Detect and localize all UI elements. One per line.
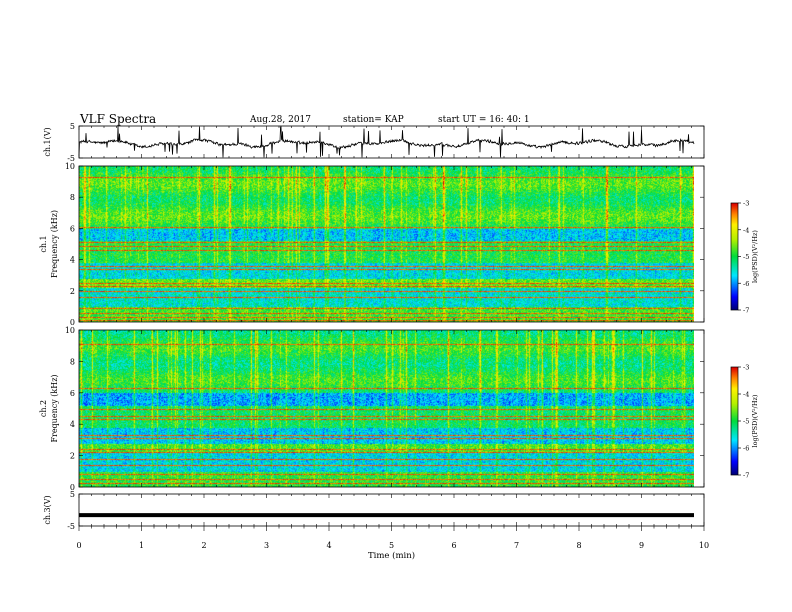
x-tick-label: 5 [389,541,394,550]
ch2-colorbar-tick-label: -7 [743,472,749,480]
ch1-colorbar-tick-label: -6 [743,280,749,288]
ch3-waveform-frame [78,493,705,527]
x-tick-label: 0 [76,541,81,550]
x-tick-label: 1 [139,541,144,550]
x-tick-label: 6 [451,541,456,550]
ch2-spectrogram-ytick-label: 2 [70,452,75,461]
ch2-spectrogram-ytick-label: 4 [70,420,75,429]
ch1-spectrogram-image [79,166,694,322]
ch1-waveform-ytick-label: 5 [70,122,75,131]
ch1-spectrogram-ylabel-top: ch.1 [39,235,48,252]
ch2-colorbar-tick-label: -6 [743,445,749,453]
chart-title: VLF Spectra [80,112,157,126]
ch1-spectrogram-ytick-label: 10 [65,162,75,171]
ch1-colorbar-label: log(PSD)(V²/Hz) [751,230,759,283]
ch1-spectrogram-ytick-label: 8 [70,193,75,202]
chart-start-time: start UT = 16: 40: 1 [438,115,530,125]
ch2-colorbar-label: log(PSD)(V²/Hz) [751,394,759,447]
x-tick-label: 4 [326,541,331,550]
ch1-colorbar-tick-label: -4 [743,226,749,234]
ch1-waveform-trace [78,126,695,158]
ch1-waveform-ytick-label: -5 [67,154,75,163]
ch2-colorbar-tick-label: -5 [743,418,749,426]
ch2-colorbar-tick-label: -3 [743,364,749,372]
x-tick-label: 8 [576,541,581,550]
ch1-spectrogram-ylabel: Frequency (kHz) [50,210,59,278]
ch1-spectrogram-ytick-label: 6 [70,224,75,233]
ch2-spectrogram-image [79,330,694,487]
ch2-spectrogram-ylabel-top: ch.2 [39,400,48,417]
x-tick-label: 3 [264,541,269,550]
ch3-waveform-ytick-label: 5 [70,490,75,499]
ch3-waveform-ytick-label: -5 [67,522,75,531]
ch2-spectrogram-ytick-label: 6 [70,389,75,398]
x-tick-label: 10 [699,541,709,550]
ch1-colorbar-tick-label: -5 [743,253,749,261]
ch2-spectrogram-ytick-label: 0 [70,483,75,492]
ch2-spectrogram-ytick-label: 10 [65,326,75,335]
ch2-spectrogram-ytick-label: 8 [70,357,75,366]
ch2-spectrogram-ylabel: Frequency (kHz) [50,374,59,442]
ch3-waveform-ylabel: ch.3(V) [43,495,52,524]
ch1-colorbar-gradient [731,203,738,310]
chart-station: station= KAP [343,115,404,125]
x-tick-label: 7 [514,541,519,550]
x-tick-label: 2 [201,541,206,550]
ch1-spectrogram-ytick-label: 2 [70,287,75,296]
ch2-colorbar-tick-label: -4 [743,391,749,399]
ch1-colorbar-tick-label: -3 [743,200,749,208]
ch1-colorbar-tick-label: -7 [743,307,749,315]
ch1-waveform-ylabel: ch.1(V) [43,127,52,156]
ch1-spectrogram-ytick-label: 4 [70,256,75,265]
ch2-colorbar-gradient [731,367,738,475]
x-tick-label: 9 [639,541,644,550]
x-axis-label: Time (min) [368,550,415,561]
chart-date: Aug.28, 2017 [250,115,311,125]
ch1-spectrogram-ytick-label: 0 [70,318,75,327]
